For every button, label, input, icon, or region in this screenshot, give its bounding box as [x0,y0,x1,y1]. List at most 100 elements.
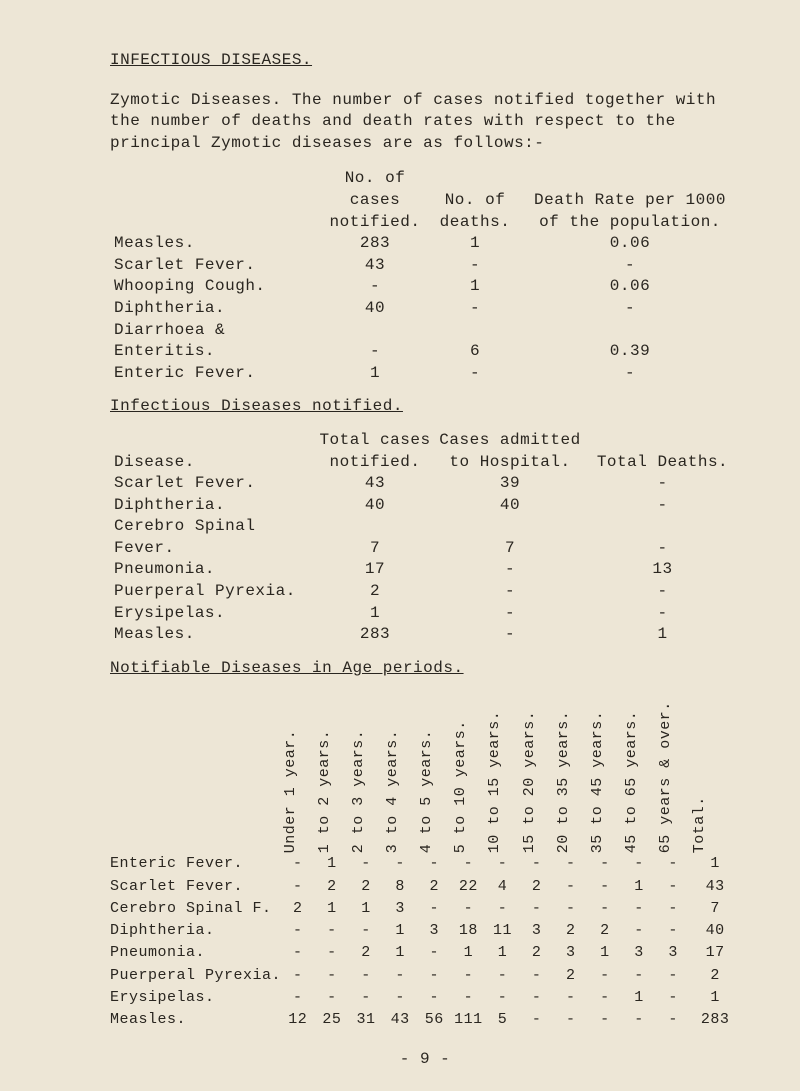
table-row: Diphtheria.4040- [110,495,740,517]
notified-table: Disease. Total cases notified. Cases adm… [110,430,740,646]
table-row: Enteric Fever.1-- [110,363,740,385]
table-row: Whooping Cough.-10.06 [110,276,740,298]
age-col-header: 2 to 3 years. [349,683,383,853]
row-label: Erysipelas. [110,987,281,1009]
cell-value: 1 [451,942,485,964]
row-label: Puerperal Pyrexia. [110,581,315,603]
cell-rate: - [520,255,740,277]
row-label: Enteric Fever. [110,853,281,875]
cell-value: - [281,942,315,964]
cell-value: - [485,853,519,875]
row-label: Diphtheria. [110,920,281,942]
cell-value: 43 [383,1009,417,1031]
cell-admitted: 39 [435,473,585,495]
cell-value: - [451,965,485,987]
cell-notified: 1 [315,603,435,625]
age-col-header: Total. [690,683,740,853]
cell-value: 2 [554,920,588,942]
cell-value: 2 [315,876,349,898]
col-totaldeaths: Total Deaths. [585,430,740,473]
cell-value: 7 [690,898,740,920]
cell-value: 1 [315,853,349,875]
summary-table: No. of cases notified. No. of deaths. De… [110,168,740,384]
cell-value: 1 [349,898,383,920]
table-row: Scarlet Fever.43-- [110,255,740,277]
cell-value: - [656,1009,690,1031]
cell-rate: - [520,363,740,385]
cell-notified: 40 [315,495,435,517]
cell-notified: 2 [315,581,435,603]
cell-value: 8 [383,876,417,898]
age-period-table: Under 1 year.1 to 2 years.2 to 3 years.3… [110,683,740,1031]
cell-value: - [588,965,622,987]
cell-admitted: - [435,603,585,625]
cell-value: - [520,987,554,1009]
cell-value: 1 [588,942,622,964]
cell-deaths: - [430,298,520,320]
row-label: Erysipelas. [110,603,315,625]
table-header-row: Under 1 year.1 to 2 years.2 to 3 years.3… [110,683,740,853]
cell-value: - [656,876,690,898]
cell-notified: 43 [315,473,435,495]
cell-admitted: - [435,624,585,646]
cell-deaths: - [585,603,740,625]
col-rate: Death Rate per 1000 of the population. [520,168,740,233]
cell-value: 2 [554,965,588,987]
cell-value: 22 [451,876,485,898]
cell-deaths: - [585,581,740,603]
row-label: Cerebro Spinal F. [110,898,281,920]
col-cases: No. of cases notified. [320,168,430,233]
cell-notified: 7 [315,516,435,559]
cell-rate: - [520,298,740,320]
age-col-header: 45 to 65 years. [622,683,656,853]
cell-value: 1 [315,898,349,920]
cell-value: 5 [485,1009,519,1031]
cell-notified: 17 [315,559,435,581]
cell-value: 31 [349,1009,383,1031]
cell-value: 1 [383,920,417,942]
cell-value: - [554,987,588,1009]
cell-value: - [656,898,690,920]
cell-value: - [383,853,417,875]
cell-value: - [520,1009,554,1031]
age-col-header: 4 to 5 years. [417,683,451,853]
age-col-header: Under 1 year. [281,683,315,853]
row-label: Measles. [110,1009,281,1031]
cell-cases: 40 [320,298,430,320]
cell-value: - [588,853,622,875]
table-row: Erysipelas.1-- [110,603,740,625]
cell-value: 2 [349,942,383,964]
cell-value: 1 [690,987,740,1009]
cell-value: - [554,1009,588,1031]
cell-value: 1 [622,987,656,1009]
cell-value: 3 [622,942,656,964]
cell-value: 43 [690,876,740,898]
cell-deaths: 1 [585,624,740,646]
age-col-header: 10 to 15 years. [485,683,519,853]
cell-value: 2 [690,965,740,987]
cell-value: 1 [383,942,417,964]
table-row: Enteric Fever.-1----------1 [110,853,740,875]
cell-value: 3 [520,920,554,942]
cell-cases: - [320,320,430,363]
row-label: Pneumonia. [110,559,315,581]
cell-admitted: 40 [435,495,585,517]
cell-value: - [383,987,417,1009]
cell-value: - [349,920,383,942]
cell-value: - [554,898,588,920]
cell-value: 18 [451,920,485,942]
cell-value: - [656,965,690,987]
cell-value: - [451,898,485,920]
cell-deaths: 1 [430,233,520,255]
cell-value: - [451,853,485,875]
table-row: Pneumonia.17-13 [110,559,740,581]
cell-admitted: - [435,559,585,581]
cell-value: 2 [417,876,451,898]
cell-value: - [622,898,656,920]
row-label: Pneumonia. [110,942,281,964]
age-col-header: 5 to 10 years. [451,683,485,853]
cell-deaths: - [585,495,740,517]
cell-rate: 0.39 [520,320,740,363]
cell-value: - [281,876,315,898]
age-col-header: 20 to 35 years. [554,683,588,853]
